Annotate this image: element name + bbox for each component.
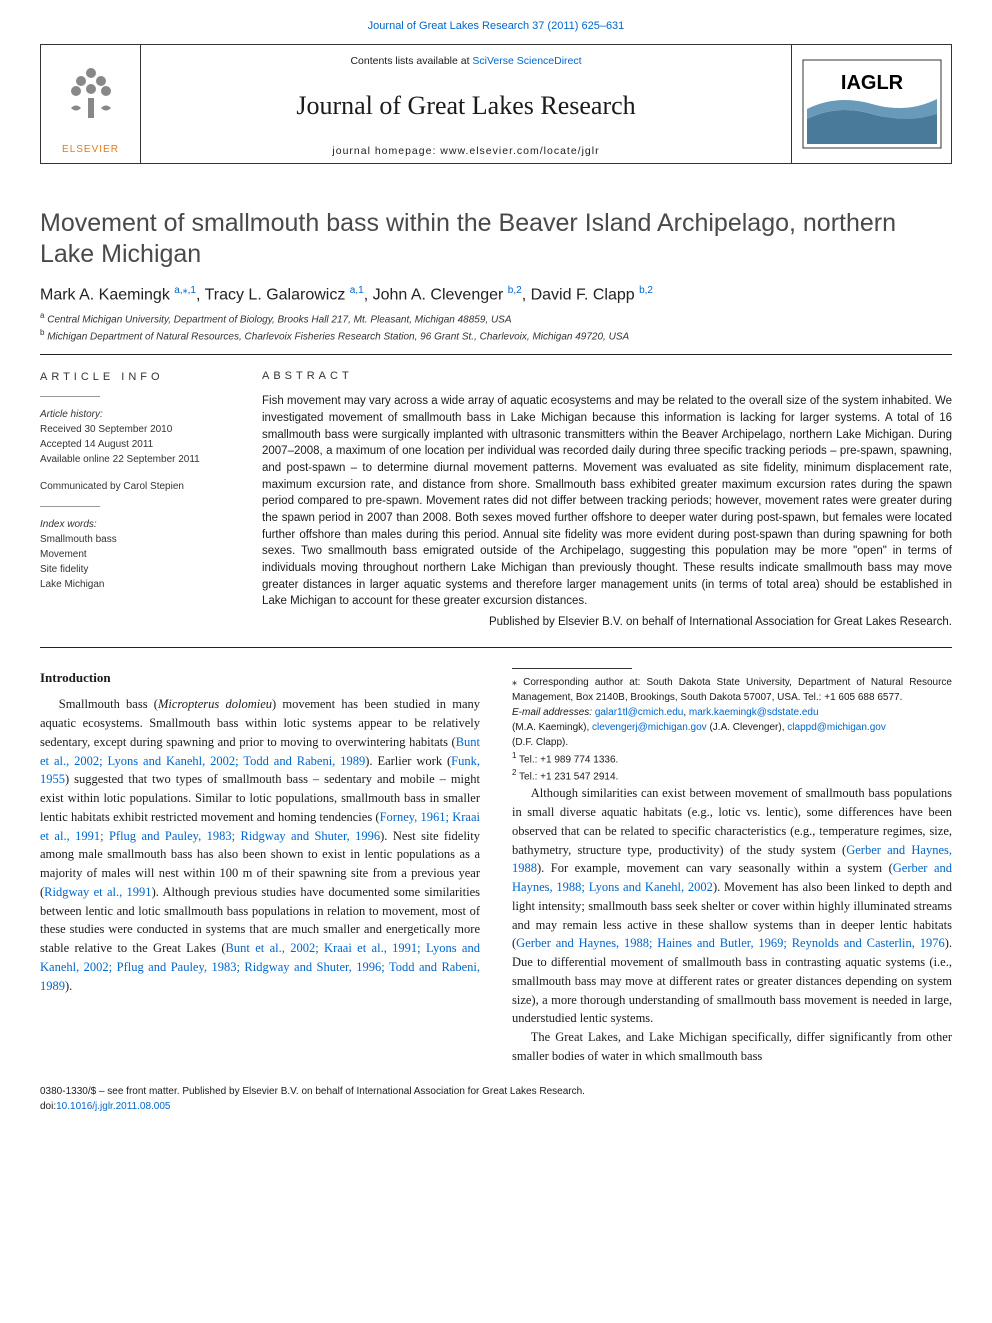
corresponding-author: ⁎ Corresponding author at: South Dakota … xyxy=(512,675,952,705)
front-matter-line: 0380-1330/$ – see front matter. Publishe… xyxy=(40,1084,952,1099)
sciencedirect-link[interactable]: SciVerse ScienceDirect xyxy=(472,55,581,67)
info-divider xyxy=(40,506,100,507)
body-paragraph: Smallmouth bass (Micropterus dolomieu) m… xyxy=(40,695,480,995)
affil-text: Central Michigan University, Department … xyxy=(44,314,511,325)
doi-link[interactable]: 10.1016/j.jglr.2011.08.005 xyxy=(56,1101,170,1112)
body-columns: Introduction Smallmouth bass (Micropteru… xyxy=(40,668,952,1066)
elsevier-logo-box: ELSEVIER xyxy=(41,45,141,163)
citation-link[interactable]: Gerber and Haynes, 1988; Haines and Butl… xyxy=(516,936,945,950)
author-affil-sup[interactable]: a,1 xyxy=(350,285,364,296)
email-link[interactable]: clappd@michigan.gov xyxy=(787,722,886,733)
affiliations: a Central Michigan University, Departmen… xyxy=(40,310,952,345)
email-link[interactable]: clevengerj@michigan.gov xyxy=(592,722,707,733)
author-name: Mark A. Kaemingk xyxy=(40,286,174,303)
keyword: Lake Michigan xyxy=(40,577,230,592)
bottom-meta: 0380-1330/$ – see front matter. Publishe… xyxy=(40,1084,952,1114)
iaglr-text: IAGLR xyxy=(840,72,903,94)
homepage-prefix: journal homepage: xyxy=(332,145,440,157)
contents-prefix: Contents lists available at xyxy=(350,55,472,67)
footnotes: ⁎ Corresponding author at: South Dakota … xyxy=(512,675,952,785)
affil-text: Michigan Department of Natural Resources… xyxy=(44,331,629,342)
keyword: Site fidelity xyxy=(40,562,230,577)
article-info-heading: ARTICLE INFO xyxy=(40,369,230,386)
email-link[interactable]: galar1tl@cmich.edu xyxy=(595,707,684,718)
doi-line: doi:10.1016/j.jglr.2011.08.005 xyxy=(40,1099,952,1114)
communicated-by: Communicated by Carol Stepien xyxy=(40,479,230,494)
info-divider xyxy=(40,396,100,397)
keyword: Smallmouth bass xyxy=(40,532,230,547)
introduction-heading: Introduction xyxy=(40,668,480,688)
footnotes-divider xyxy=(512,668,632,669)
history-received: Received 30 September 2010 xyxy=(40,422,230,437)
author-name: , David F. Clapp xyxy=(522,286,639,303)
keyword: Movement xyxy=(40,547,230,562)
email-owner: (D.F. Clapp). xyxy=(512,735,952,750)
rule xyxy=(40,354,952,355)
journal-ref-link[interactable]: Journal of Great Lakes Research 37 (2011… xyxy=(368,20,625,32)
abstract: ABSTRACT Fish movement may vary across a… xyxy=(262,369,952,630)
species-name: Micropterus dolomieu xyxy=(158,697,272,711)
homepage-url: www.elsevier.com/locate/jglr xyxy=(440,145,599,157)
iaglr-logo-icon: IAGLR xyxy=(802,59,942,149)
journal-title: Journal of Great Lakes Research xyxy=(296,91,635,121)
elsevier-label: ELSEVIER xyxy=(62,144,119,155)
abstract-body: Fish movement may vary across a wide arr… xyxy=(262,393,952,610)
email-label: E-mail addresses: xyxy=(512,707,595,718)
article-info: ARTICLE INFO Article history: Received 3… xyxy=(40,369,230,630)
citation-link[interactable]: Ridgway et al., 1991 xyxy=(44,885,151,899)
email-link[interactable]: mark.kaemingk@sdstate.edu xyxy=(689,707,819,718)
abstract-heading: ABSTRACT xyxy=(262,369,952,385)
affiliation: a Central Michigan University, Departmen… xyxy=(40,310,952,327)
author-list: Mark A. Kaemingk a,⁎,1, Tracy L. Galarow… xyxy=(40,285,952,304)
elsevier-tree-icon xyxy=(61,53,121,123)
index-words-label: Index words: xyxy=(40,517,230,532)
history-available: Available online 22 September 2011 xyxy=(40,452,230,467)
affiliation: b Michigan Department of Natural Resourc… xyxy=(40,327,952,344)
history-accepted: Accepted 14 August 2011 xyxy=(40,437,230,452)
iaglr-logo-box: IAGLR xyxy=(791,45,951,163)
tel-footnote: 1 Tel.: +1 989 774 1336. xyxy=(512,750,952,767)
contents-line: Contents lists available at SciVerse Sci… xyxy=(350,55,581,67)
author-name: , John A. Clevenger xyxy=(364,286,508,303)
abstract-publisher-line: Published by Elsevier B.V. on behalf of … xyxy=(262,614,952,631)
author-affil-sup[interactable]: a,⁎,1 xyxy=(174,285,196,296)
email-owner: (M.A. Kaemingk), clevengerj@michigan.gov… xyxy=(512,720,952,735)
article-title: Movement of smallmouth bass within the B… xyxy=(40,208,952,271)
author-affil-sup[interactable]: b,2 xyxy=(508,285,522,296)
author-affil-sup[interactable]: b,2 xyxy=(639,285,653,296)
masthead: ELSEVIER Contents lists available at Sci… xyxy=(40,44,952,164)
email-addresses: E-mail addresses: galar1tl@cmich.edu, ma… xyxy=(512,705,952,720)
masthead-center: Contents lists available at SciVerse Sci… xyxy=(141,45,791,163)
body-paragraph: The Great Lakes, and Lake Michigan speci… xyxy=(512,1028,952,1066)
body-paragraph: Although similarities can exist between … xyxy=(512,784,952,1028)
author-name: , Tracy L. Galarowicz xyxy=(196,286,350,303)
journal-homepage: journal homepage: www.elsevier.com/locat… xyxy=(332,145,599,157)
tel-footnote: 2 Tel.: +1 231 547 2914. xyxy=(512,767,952,784)
history-label: Article history: xyxy=(40,407,230,422)
